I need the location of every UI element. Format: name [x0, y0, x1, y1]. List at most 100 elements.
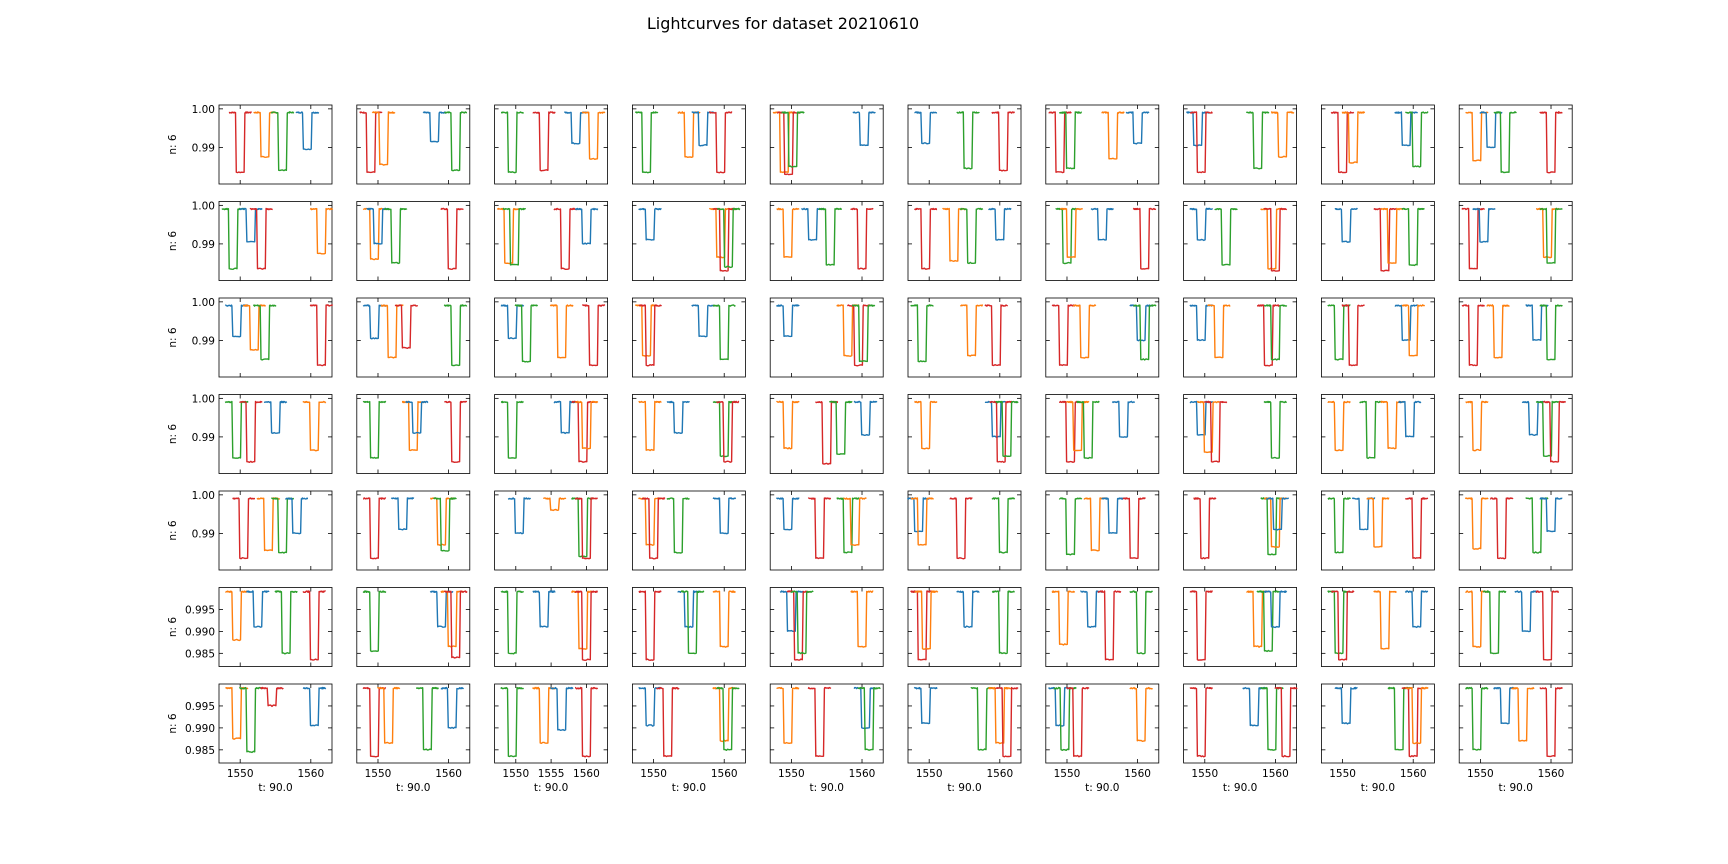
transit-trace: [532, 590, 556, 628]
panel-r5-c8: [1321, 587, 1435, 667]
y-tick-label: 0.99: [192, 239, 215, 251]
transit-trace: [1055, 207, 1079, 265]
transit-trace: [500, 400, 524, 459]
transit-trace: [260, 686, 284, 708]
transit-trace: [390, 497, 415, 531]
y-axis-label: n: 6: [167, 713, 179, 734]
transit-trace: [776, 400, 800, 450]
panel-r3-c3: [632, 394, 746, 474]
x-tick-label: 1560: [1400, 768, 1427, 780]
panel-frame: [1045, 587, 1160, 667]
transit-trace: [914, 590, 939, 650]
transit-trace: [853, 400, 878, 436]
panel-frame: [356, 297, 471, 378]
transit-trace: [245, 590, 270, 628]
transit-trace: [362, 686, 387, 758]
panel-r4-c3: [632, 490, 746, 571]
figure-title: Lightcurves for dataset 20210610: [647, 14, 919, 33]
panel-r5-c2: [494, 587, 609, 667]
transit-trace: [1401, 304, 1426, 357]
transit-trace: [851, 304, 876, 363]
x-axis-label: t: 90.0: [1499, 782, 1533, 794]
panel-r5-c4: [769, 587, 884, 667]
transit-trace: [1111, 400, 1135, 438]
transit-trace: [553, 400, 578, 435]
panel-frame: [632, 201, 746, 281]
transit-trace: [1189, 590, 1213, 661]
transit-trace: [249, 207, 273, 270]
transit-trace: [242, 304, 267, 351]
transit-trace: [1066, 400, 1090, 452]
y-axis-label: n: 6: [167, 617, 179, 638]
transit-trace: [910, 497, 934, 546]
panel-frame: [356, 587, 471, 667]
panel-frame: [1458, 394, 1573, 474]
panel-frame: [1183, 394, 1297, 474]
transit-trace: [1351, 497, 1376, 531]
transit-trace: [1058, 111, 1082, 170]
transit-trace: [910, 304, 934, 363]
panel-frame: [769, 683, 884, 764]
transit-trace: [1387, 686, 1411, 751]
transit-trace: [507, 497, 532, 535]
transit-trace: [1132, 207, 1157, 270]
transit-trace: [543, 497, 567, 512]
transit-trace: [1539, 687, 1563, 758]
transit-trace: [1461, 304, 1486, 367]
transit-trace: [1327, 304, 1351, 361]
y-tick-label: 0.985: [185, 648, 215, 660]
panel-r5-c9: [1458, 587, 1573, 667]
transit-trace: [444, 111, 468, 172]
transit-trace: [581, 304, 606, 367]
transit-trace: [362, 304, 387, 340]
panel-r6-c4: 1550 1560 t: 90.0: [769, 683, 884, 794]
panel-r3-c5: [907, 394, 1022, 474]
transit-trace: [1535, 400, 1560, 457]
transit-trace: [1207, 304, 1231, 359]
transit-trace: [634, 111, 659, 174]
transit-trace: [574, 590, 598, 661]
transit-trace: [847, 304, 871, 367]
transit-trace: [1461, 207, 1486, 270]
panel-r5-c1: [356, 587, 471, 667]
panel-r5-c7: [1183, 587, 1297, 667]
panel-frame: [218, 201, 333, 281]
x-tick-label: 1560: [573, 768, 600, 780]
transit-trace: [1493, 686, 1517, 725]
transit-trace: [274, 590, 298, 655]
transit-trace: [857, 686, 881, 751]
transit-trace: [638, 590, 662, 661]
panel-r0-c5: [907, 104, 1022, 185]
transit-trace: [1521, 400, 1546, 436]
panel-r0-c9: [1458, 104, 1573, 185]
transit-trace: [1373, 207, 1397, 272]
transit-trace: [1543, 400, 1567, 463]
transit-trace: [1464, 497, 1489, 550]
transit-trace: [677, 111, 701, 158]
transit-trace: [1263, 207, 1288, 272]
transit-trace: [807, 497, 832, 560]
panel-frame: [907, 587, 1022, 667]
transit-trace: [1270, 111, 1295, 158]
transit-trace: [1380, 207, 1404, 264]
transit-trace: [1465, 400, 1489, 452]
panel-r2-c5: [907, 297, 1022, 378]
panel-r3-c4: [769, 394, 884, 474]
transit-trace: [270, 111, 295, 172]
panel-r1-c4: [769, 201, 884, 281]
panel-r5-c3: [632, 587, 746, 667]
panel-r2-c6: [1045, 297, 1160, 378]
panel-r4-c1: [356, 490, 471, 571]
transit-trace: [1189, 686, 1213, 758]
panel-r3-c8: [1321, 394, 1435, 474]
transit-trace: [779, 590, 804, 632]
panel-r6-c2: 1550 1555 1560 t: 90.0: [494, 683, 609, 794]
transit-trace: [1394, 111, 1419, 147]
panel-r6-c5: 1550 1560 t: 90.0: [907, 683, 1022, 794]
panel-r6-c8: 1550 1560 t: 90.0: [1321, 683, 1435, 794]
x-tick-label: 1560: [1538, 768, 1565, 780]
transit-trace: [500, 686, 525, 758]
transit-trace: [1072, 304, 1097, 359]
panel-frame: [632, 490, 746, 571]
transit-trace: [1535, 590, 1559, 661]
